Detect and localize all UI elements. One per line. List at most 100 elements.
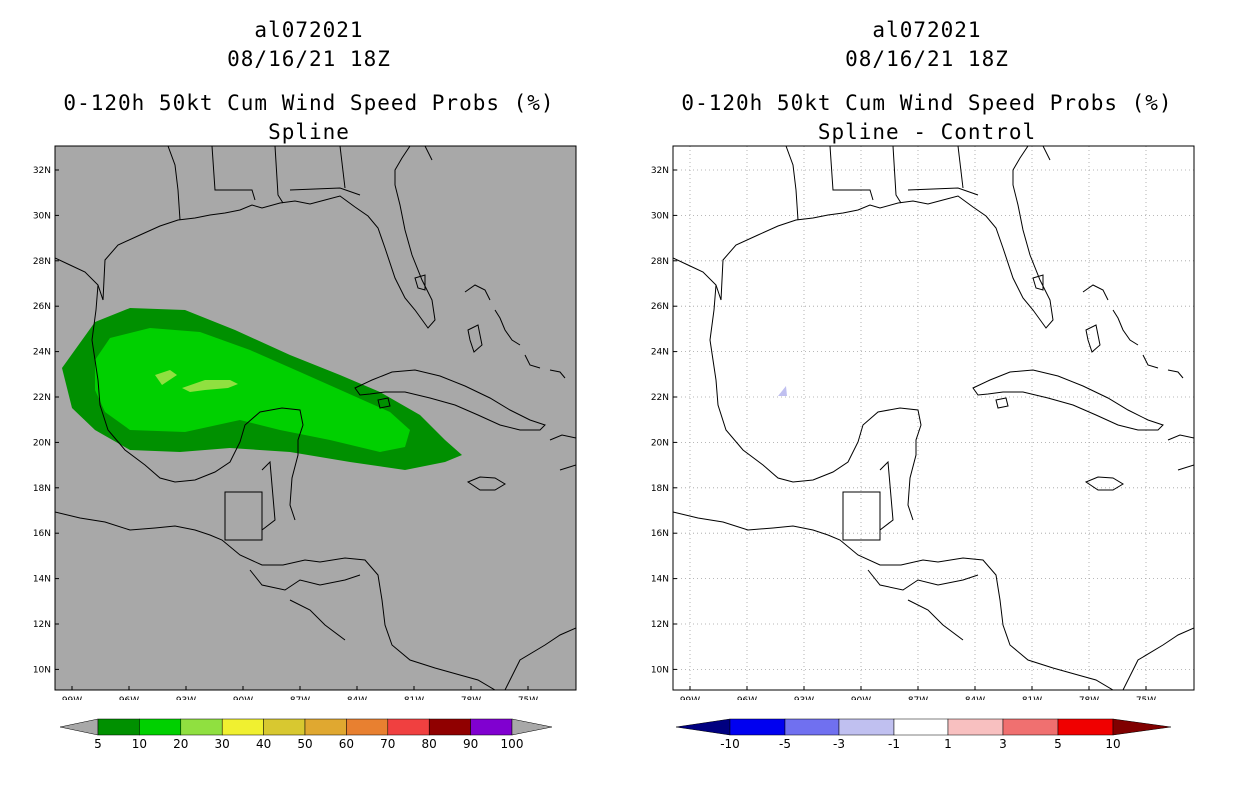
right-variant: Spline - Control bbox=[817, 120, 1037, 144]
lat-tick-label: 24N bbox=[33, 348, 51, 358]
lat-tick-label: 30N bbox=[651, 211, 669, 221]
lon-tick-label: 87W bbox=[290, 696, 310, 700]
right-storm-id: al072021 bbox=[872, 18, 982, 42]
colorbar-label: 30 bbox=[215, 737, 230, 751]
lat-tick-label: 18N bbox=[33, 484, 51, 494]
prob-area-10 bbox=[95, 328, 410, 452]
colorbar-label: -5 bbox=[779, 737, 791, 751]
lon-tick-label: 75W bbox=[1136, 696, 1156, 700]
right-axis-ticks: 32N 30N 28N 26N 24N 22N 20N 18N 16N 14N 12N 10N 99W 9… bbox=[651, 166, 1156, 700]
right-map-background bbox=[673, 146, 1194, 690]
left-colorbar-high-arrow bbox=[511, 718, 553, 736]
lon-tick-label: 87W bbox=[908, 696, 928, 700]
lat-tick-label: 10N bbox=[651, 665, 669, 675]
left-storm-id: al072021 bbox=[254, 18, 364, 42]
left-datetime: 08/16/21 18Z bbox=[227, 47, 391, 71]
colorbar-cell bbox=[221, 718, 264, 736]
lon-tick-label: 75W bbox=[518, 696, 538, 700]
colorbar-cell bbox=[1057, 718, 1114, 736]
lon-tick-label: 84W bbox=[965, 696, 985, 700]
lon-tick-label: 90W bbox=[233, 696, 253, 700]
lat-tick-label: 20N bbox=[651, 438, 669, 448]
lat-tick-label: 20N bbox=[33, 438, 51, 448]
diff-area bbox=[778, 386, 787, 396]
lon-tick-label: 90W bbox=[851, 696, 871, 700]
lon-tick-label: 99W bbox=[680, 696, 700, 700]
lat-tick-label: 12N bbox=[33, 620, 51, 630]
colorbar-label: 90 bbox=[463, 737, 478, 751]
colorbar-cell bbox=[97, 718, 140, 736]
colorbar-label: -10 bbox=[720, 737, 740, 751]
colorbar-low-arrow bbox=[675, 718, 731, 736]
colorbar-label: 10 bbox=[132, 737, 147, 751]
colorbar-label: 5 bbox=[1054, 737, 1062, 751]
lat-tick-label: 14N bbox=[33, 575, 51, 585]
colorbar-label: 40 bbox=[256, 737, 271, 751]
colorbar-cell bbox=[180, 718, 223, 736]
lat-tick-label: 28N bbox=[651, 257, 669, 267]
colorbar-cell bbox=[304, 718, 347, 736]
colorbar-label: 50 bbox=[297, 737, 312, 751]
colorbar-label: 80 bbox=[422, 737, 437, 751]
colorbar-cell bbox=[1002, 718, 1059, 736]
colorbar-cell bbox=[784, 718, 840, 736]
lat-tick-label: 24N bbox=[651, 348, 669, 358]
prob-area-20 bbox=[182, 380, 238, 392]
colorbar-label: -3 bbox=[833, 737, 845, 751]
colorbar-label: 70 bbox=[380, 737, 395, 751]
lat-tick-label: 28N bbox=[33, 257, 51, 267]
lon-tick-label: 78W bbox=[461, 696, 481, 700]
left-colorbar-cells bbox=[97, 718, 513, 736]
lon-tick-label: 81W bbox=[404, 696, 424, 700]
lon-tick-label: 78W bbox=[1079, 696, 1099, 700]
colorbar-label: 1 bbox=[944, 737, 952, 751]
colorbar-cell bbox=[947, 718, 1004, 736]
colorbar-label: 10 bbox=[1105, 737, 1120, 751]
colorbar-cell bbox=[893, 718, 949, 736]
lon-tick-label: 96W bbox=[737, 696, 757, 700]
left-panel: al072021 08/16/21 18Z 0-120h 50kt Cum Wi… bbox=[33, 18, 577, 751]
colorbar-label: 5 bbox=[94, 737, 102, 751]
colorbar-cell bbox=[263, 718, 306, 736]
lon-tick-label: 99W bbox=[62, 696, 82, 700]
colorbar-label: 3 bbox=[999, 737, 1007, 751]
colorbar-label: -1 bbox=[888, 737, 900, 751]
colorbar-cell bbox=[428, 718, 471, 736]
left-variant: Spline bbox=[268, 120, 350, 144]
right-map: 32N 30N 28N 26N 24N 22N 20N 18N 16N 14N 12N 10N 99W 9… bbox=[651, 145, 1195, 700]
right-datetime: 08/16/21 18Z bbox=[845, 47, 1009, 71]
lat-tick-label: 22N bbox=[651, 393, 669, 403]
right-colorbar-cells bbox=[675, 718, 1172, 736]
left-colorbar: 5 10 20 30 40 50 60 70 80 90 100 bbox=[59, 718, 553, 751]
colorbar-label: 60 bbox=[339, 737, 354, 751]
lat-tick-label: 32N bbox=[33, 166, 51, 176]
lat-tick-label: 16N bbox=[33, 529, 51, 539]
left-map: 32N 30N 28N 26N 24N 22N 20N 18N 16N 14N 12N 10N 99W 9… bbox=[33, 145, 577, 700]
colorbar-cell bbox=[470, 718, 513, 736]
lat-tick-label: 32N bbox=[651, 166, 669, 176]
left-axis-ticks: 32N 30N 28N 26N 24N 22N 20N 18N 16N 14N 12N 10N 99W 9… bbox=[33, 166, 538, 700]
lat-tick-label: 22N bbox=[33, 393, 51, 403]
right-panel: al072021 08/16/21 18Z 0-120h 50kt Cum Wi… bbox=[618, 0, 1236, 800]
lat-tick-label: 16N bbox=[651, 529, 669, 539]
left-colorbar-low-arrow bbox=[59, 718, 99, 736]
lat-tick-label: 30N bbox=[33, 211, 51, 221]
lat-tick-label: 18N bbox=[651, 484, 669, 494]
colorbar-cell bbox=[387, 718, 430, 736]
colorbar-high-arrow bbox=[1112, 718, 1172, 736]
lat-tick-label: 10N bbox=[33, 665, 51, 675]
right-product-title: 0-120h 50kt Cum Wind Speed Probs (%) bbox=[681, 91, 1173, 115]
colorbar-label: 100 bbox=[501, 737, 524, 751]
right-colorbar: -10 -5 -3 -1 1 3 5 10 bbox=[675, 718, 1172, 751]
lat-tick-label: 14N bbox=[651, 575, 669, 585]
right-gridlines bbox=[673, 146, 1194, 690]
colorbar-label: 20 bbox=[173, 737, 188, 751]
left-product-title: 0-120h 50kt Cum Wind Speed Probs (%) bbox=[63, 91, 555, 115]
lon-tick-label: 84W bbox=[347, 696, 367, 700]
colorbar-cell bbox=[139, 718, 182, 736]
lat-tick-label: 12N bbox=[651, 620, 669, 630]
lon-tick-label: 96W bbox=[119, 696, 139, 700]
colorbar-cell bbox=[346, 718, 389, 736]
colorbar-cell bbox=[729, 718, 786, 736]
prob-area-20b bbox=[155, 370, 177, 385]
